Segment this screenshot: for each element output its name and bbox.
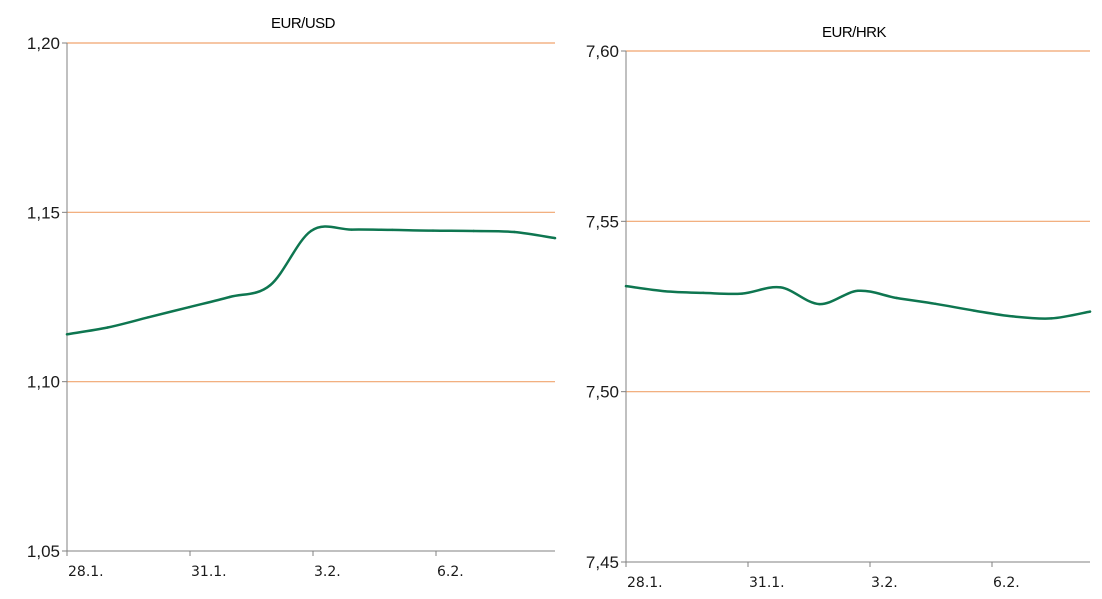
eur-usd-y-tick-label-3: 1,20 bbox=[27, 34, 60, 53]
eur-hrk-data-point-12 bbox=[1088, 310, 1092, 313]
eur-usd-data-point-9 bbox=[431, 229, 435, 232]
eur-usd-x-tick-label-2: 3.2. bbox=[314, 564, 341, 580]
eur-hrk-x-tick-label-2: 3.2. bbox=[871, 575, 898, 591]
eur-hrk-data-point-7 bbox=[895, 296, 898, 300]
eur-hrk-x-tick-label-3: 6.2. bbox=[993, 575, 1020, 591]
eur-usd-series-line bbox=[65, 225, 557, 336]
eur-hrk-data-point-9 bbox=[972, 309, 976, 312]
eur-hrk-y-tick-label-0: 7,45 bbox=[586, 553, 619, 572]
eur-usd-data-point-6 bbox=[309, 229, 313, 233]
eur-usd-data-point-8 bbox=[391, 228, 394, 232]
eur-usd-x-tick-label-3: 6.2. bbox=[437, 564, 464, 580]
eur-hrk-chart-title: EUR/HRK bbox=[822, 24, 887, 41]
eur-usd-data-point-11 bbox=[513, 230, 516, 234]
eur-usd-data-point-4 bbox=[228, 295, 231, 299]
eur-hrk-y-tick-label-3: 7,60 bbox=[586, 42, 619, 61]
eur-hrk-chart: EUR/HRK 7,45 7,50 7,55 7,60 28.1. 31.1. 3.2. 6.2… bbox=[586, 24, 1092, 591]
eur-usd-data-point-1 bbox=[106, 326, 109, 329]
eur-usd-data-point-0 bbox=[65, 333, 69, 336]
eur-usd-x-tick-label-0: 28.1. bbox=[68, 564, 104, 580]
eur-hrk-data-point-5 bbox=[818, 302, 821, 306]
eur-hrk-data-point-8 bbox=[934, 302, 937, 305]
eur-usd-data-point-10 bbox=[472, 229, 475, 233]
eur-usd-y-tick-label-1: 1,10 bbox=[27, 373, 60, 392]
eur-usd-data-point-12 bbox=[553, 236, 557, 240]
eur-hrk-data-point-3 bbox=[740, 292, 744, 295]
eur-usd-x-tick-label-1: 31.1. bbox=[191, 564, 227, 580]
eur-hrk-data-point-10 bbox=[1011, 315, 1014, 318]
eur-usd-data-point-3 bbox=[187, 306, 191, 309]
eur-hrk-data-point-1 bbox=[663, 290, 666, 293]
eur-hrk-y-tick-label-2: 7,55 bbox=[586, 212, 619, 231]
eur-usd-chart: EUR/USD 1,05 1,10 1,15 1,20 28.1. 31.1. 3.2. 6.2… bbox=[27, 15, 557, 580]
eur-usd-data-point-5 bbox=[269, 283, 272, 287]
eur-usd-y-tick-label-0: 1,05 bbox=[27, 542, 60, 561]
eur-usd-data-point-7 bbox=[350, 228, 353, 231]
eur-usd-data-point-2 bbox=[147, 316, 150, 319]
eur-hrk-data-point-6 bbox=[856, 289, 860, 292]
eur-usd-chart-title: EUR/USD bbox=[271, 15, 336, 32]
eur-hrk-data-point-11 bbox=[1050, 317, 1053, 320]
eur-hrk-x-tick-label-0: 28.1. bbox=[627, 575, 663, 591]
eur-usd-y-tick-label-2: 1,15 bbox=[27, 203, 60, 222]
eur-hrk-data-point-0 bbox=[624, 284, 628, 288]
eur-hrk-data-point-4 bbox=[779, 286, 782, 289]
eur-hrk-x-tick-label-1: 31.1. bbox=[749, 575, 785, 591]
eur-hrk-y-tick-label-1: 7,50 bbox=[586, 383, 619, 402]
eur-hrk-data-point-2 bbox=[702, 291, 705, 295]
